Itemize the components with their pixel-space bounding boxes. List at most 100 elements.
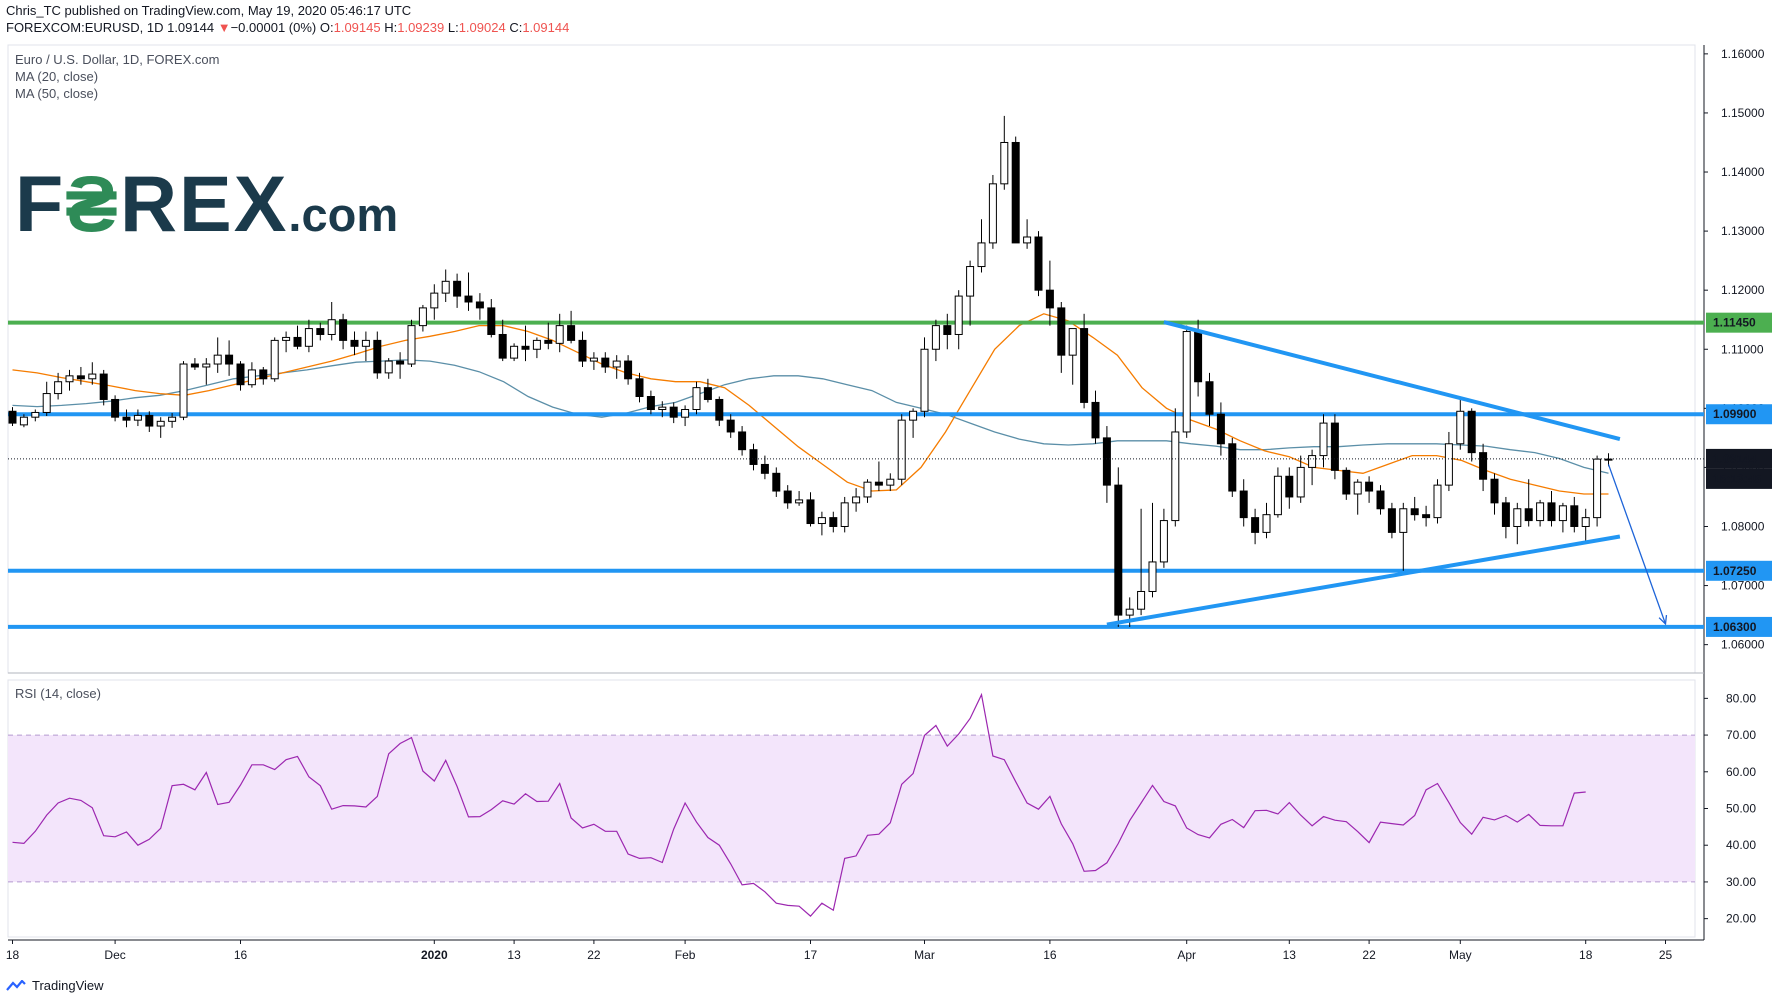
candle-up (954, 295, 963, 335)
candle-down (1365, 481, 1374, 492)
candle-down (567, 325, 576, 341)
rsi-label: RSI (14, close) (15, 686, 101, 701)
candle-up (863, 481, 872, 498)
candle-down (1479, 452, 1488, 480)
candle-down (521, 345, 530, 350)
candle-down (635, 378, 644, 398)
candle-up (42, 393, 51, 413)
last-price-tag (1706, 448, 1772, 469)
candle-down (1570, 505, 1579, 527)
candle-down (1490, 478, 1499, 504)
candle-up (133, 414, 142, 421)
candle-up (840, 502, 849, 527)
price-tick-label: 1.07000 (1721, 579, 1765, 593)
countdown-tag (1706, 468, 1772, 489)
candle-down (1422, 514, 1431, 519)
candle-down (806, 499, 815, 525)
candle-up (282, 336, 291, 341)
candle-up (1068, 328, 1077, 356)
candle-down (190, 363, 199, 368)
open-value: 1.09145 (333, 20, 381, 35)
candle-down (76, 375, 85, 380)
candle-up (817, 517, 826, 525)
candle-down (316, 328, 325, 335)
time-tick-label: May (1449, 948, 1472, 962)
candle-up (179, 363, 188, 418)
candle-down (1251, 517, 1260, 533)
candle-up (156, 420, 165, 427)
candle-down (487, 307, 496, 335)
candle-up (1125, 608, 1134, 616)
time-tick-label: 22 (587, 948, 601, 962)
candle-down (464, 295, 473, 303)
candle-down (293, 336, 302, 347)
candle-down (373, 339, 382, 374)
rsi-line (12, 692, 1586, 917)
candle-up (270, 339, 279, 380)
countdown-label: 15:13:45 (1713, 472, 1761, 486)
author-name[interactable]: Chris_TC (6, 3, 61, 18)
candle-down (544, 339, 553, 344)
candle-down (1216, 413, 1225, 445)
low-label: L: (447, 20, 459, 35)
candle-up (1353, 481, 1362, 495)
high-value: 1.09239 (397, 20, 445, 35)
candle-down (1239, 490, 1248, 519)
candle-up (168, 416, 177, 422)
candle-up (418, 307, 427, 327)
candle-down (1034, 236, 1043, 291)
candle-down (646, 396, 655, 411)
level-price-tag (1706, 312, 1772, 333)
open-label: O: (319, 20, 334, 35)
rsi-tick-label: 30.00 (1726, 875, 1756, 889)
candle-up (852, 496, 861, 504)
candle-down (1045, 289, 1054, 309)
rsi-tick-label: 50.00 (1726, 802, 1756, 816)
candle-down (703, 387, 712, 400)
logo-domain: .com (288, 188, 399, 241)
close-value: 1.09144 (522, 20, 570, 35)
candle-up (65, 375, 74, 383)
candle-up (931, 325, 940, 350)
candle-up (909, 410, 918, 421)
candle-down (1501, 502, 1510, 527)
candle-up (31, 411, 40, 418)
candle-down (772, 472, 781, 492)
candle-down (8, 410, 17, 424)
candle-down (760, 463, 769, 474)
candle-down (1387, 508, 1396, 533)
candle-up (1319, 422, 1328, 457)
low-value: 1.09024 (458, 20, 506, 35)
candle-up (532, 339, 541, 350)
time-tick-label: Apr (1177, 948, 1196, 962)
time-tick-label: 13 (1283, 948, 1297, 962)
candle-down (874, 481, 883, 486)
candle-down (475, 301, 484, 309)
candle-down (1057, 307, 1066, 356)
legend-ma20: MA (20, close) (15, 69, 99, 84)
time-tick-label: 17 (804, 948, 818, 962)
tradingview-logo-icon (6, 979, 26, 991)
level-price-label: 1.07250 (1713, 564, 1757, 578)
level-price-label: 1.06300 (1713, 620, 1757, 634)
candle-down (1467, 410, 1476, 454)
candle-up (247, 369, 256, 386)
level-price-tag (1706, 616, 1772, 637)
triangle-trendline (1163, 320, 1621, 441)
candle-down (1376, 490, 1385, 510)
candle-up (1604, 458, 1613, 461)
rsi-tick-label: 70.00 (1726, 728, 1756, 742)
tradingview-footer[interactable]: TradingView (6, 978, 104, 993)
candle-up (658, 406, 667, 411)
candle-up (1399, 508, 1408, 533)
time-tick-label: 18 (1579, 948, 1593, 962)
level-price-tag (1706, 560, 1772, 581)
candle-up (1433, 484, 1442, 519)
candle-up (1000, 141, 1009, 185)
candle-up (1308, 455, 1317, 468)
candle-up (1023, 236, 1032, 244)
candle-down (122, 416, 131, 421)
candle-down (943, 325, 952, 335)
candle-up (1182, 331, 1191, 433)
